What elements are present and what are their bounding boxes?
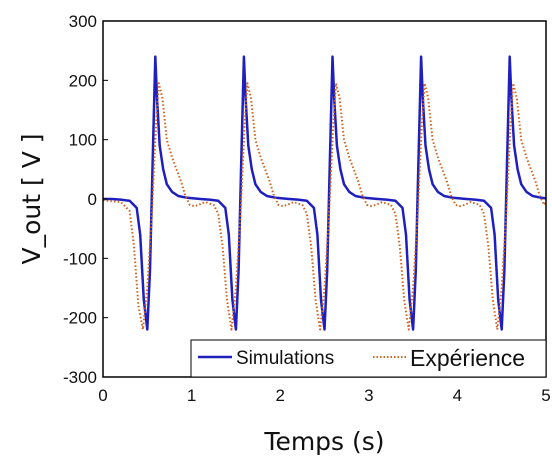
x-tick-label: 3 [364, 386, 373, 405]
x-tick-label: 0 [98, 386, 107, 405]
x-axis-title: Temps (s) [263, 427, 384, 456]
x-tick-label: 5 [541, 386, 550, 405]
legend-box [190, 339, 547, 378]
legend-label-simulations: Simulations [236, 348, 334, 369]
y-tick-label: 100 [69, 131, 97, 150]
x-tick-label: 2 [275, 386, 284, 405]
tick-layer: 0 1 2 3 4 5 -300 -200 -100 0 100 200 300 [63, 12, 551, 405]
legend-label-experience: Expérience [410, 345, 525, 371]
y-tick-label: 300 [69, 12, 97, 31]
y-tick-label: -100 [63, 249, 97, 268]
y-tick-label: -200 [63, 309, 97, 328]
y-tick-label: 0 [88, 190, 97, 209]
x-tick-label: 1 [187, 386, 196, 405]
series-layer [102, 55, 547, 331]
y-axis-title: V_out [ V ] [17, 134, 46, 265]
y-tick-label: -300 [63, 368, 97, 387]
series-line-simulations [103, 55, 547, 331]
x-tick-label: 4 [453, 386, 462, 405]
series-line-experience [102, 82, 547, 331]
legend: Simulations Expérience [190, 339, 547, 378]
y-tick-label: 200 [69, 71, 97, 90]
